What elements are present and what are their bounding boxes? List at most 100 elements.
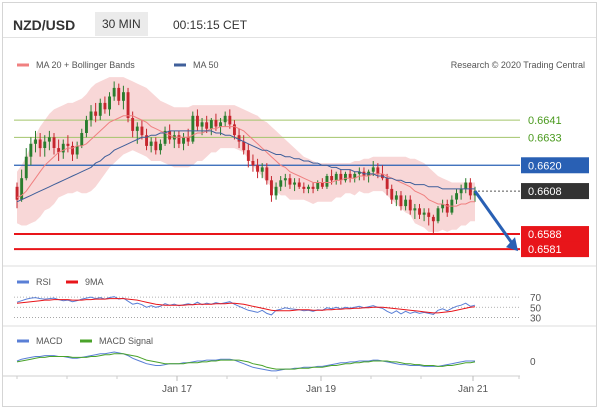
clock-label: 00:15:15 CET: [173, 18, 248, 32]
bollinger-band-area: [17, 77, 475, 232]
candle-body-69: [334, 173, 338, 181]
candle-body-64: [311, 186, 315, 189]
rsi-tick-70: 70: [530, 293, 542, 304]
candle-body-26: [135, 126, 139, 131]
candle-body-1: [20, 178, 24, 200]
candle-body-47: [233, 124, 236, 136]
macd-signal-legend-label: MACD Signal: [99, 336, 153, 346]
rsi-tick-50: 50: [530, 303, 542, 314]
rsi-lines: [16, 296, 476, 316]
candle-body-72: [348, 173, 352, 179]
candle-body-46: [228, 115, 232, 125]
candle-body-3: [29, 143, 33, 157]
candle-body-32: [163, 130, 167, 144]
rsi-legend-label: RSI: [36, 277, 51, 287]
moving-averages: [16, 115, 475, 207]
candle-body-5: [38, 139, 42, 149]
candle-body-31: [159, 143, 162, 151]
macd-tick-0: 0: [530, 357, 536, 368]
candle-body-78: [376, 167, 380, 174]
candle-body-97: [464, 182, 468, 189]
pivot-label-box-2: [521, 157, 589, 174]
candle-body-83: [399, 195, 403, 207]
macd-lines: [16, 351, 476, 372]
rsi-tick-30: 30: [530, 313, 542, 324]
macd-tick-labels: 0: [530, 357, 536, 368]
support-label-box-5: [521, 241, 589, 258]
candle-body-70: [339, 173, 343, 181]
candle-body-13: [75, 145, 79, 155]
candle-body-39: [196, 115, 199, 127]
candle-body-54: [265, 167, 269, 181]
ma9-legend-label: 9MA: [85, 277, 104, 287]
candle-body-44: [219, 122, 222, 127]
candle-body-80: [385, 178, 389, 189]
candle-body-45: [223, 115, 227, 123]
candle-body-25: [131, 118, 135, 131]
candle-body-92: [441, 204, 445, 209]
candle-body-43: [214, 120, 218, 127]
rsi-line: [16, 296, 476, 316]
candle-body-23: [122, 92, 125, 101]
candle-body-30: [154, 141, 158, 151]
candle-body-7: [47, 137, 51, 142]
support-label-box-4: [521, 226, 589, 243]
candle-body-71: [344, 173, 347, 181]
candle-body-48: [237, 135, 241, 142]
candle-body-20: [108, 96, 111, 110]
main-legend: MA 20 + Bollinger Bands MA 50 Research ©…: [17, 60, 585, 70]
candle-body-62: [302, 186, 306, 189]
candle-body-18: [98, 102, 102, 116]
timeframe-button[interactable]: 30 MIN: [95, 12, 148, 36]
ma20-legend-label: MA 20 + Bollinger Bands: [36, 60, 135, 70]
candle-body-15: [85, 120, 88, 133]
candle-body-27: [140, 126, 144, 136]
macd-legend: MACD MACD Signal: [17, 336, 153, 346]
x-tick-label-0: Jan 17: [162, 384, 192, 395]
candle-body-77: [371, 167, 375, 172]
candle-body-87: [418, 208, 421, 215]
x-tick-label-2: Jan 21: [458, 384, 488, 395]
candle-body-74: [357, 171, 361, 174]
candle-body-2: [24, 156, 28, 179]
x-axis-ticks: Jan 17 Jan 19 Jan 21: [16, 376, 520, 395]
candle-body-67: [325, 176, 329, 187]
candle-body-6: [43, 141, 47, 148]
candle-body-73: [353, 173, 357, 179]
candle-body-9: [57, 148, 61, 153]
candle-body-93: [445, 204, 449, 213]
ma50-line: [16, 130, 475, 203]
candle-body-55: [270, 180, 273, 196]
support-label-5: 0.6581: [528, 244, 562, 256]
forecast-arrow-shaft: [473, 190, 514, 244]
candle-body-4: [34, 139, 37, 144]
candle-body-96: [459, 188, 463, 194]
candle-body-90: [431, 216, 435, 222]
candle-body-60: [293, 182, 296, 185]
candle-body-12: [71, 145, 74, 155]
candle-body-68: [330, 176, 334, 181]
candle-body-63: [307, 186, 310, 189]
candle-body-85: [408, 199, 412, 211]
candle-body-88: [422, 212, 426, 215]
candle-body-36: [182, 137, 185, 144]
candles: [15, 81, 477, 235]
forecast-arrow-head: [506, 237, 518, 252]
candle-body-81: [390, 188, 394, 200]
macd-line: [16, 351, 475, 372]
candle-body-35: [177, 135, 181, 144]
candle-body-28: [145, 135, 148, 146]
candle-body-53: [260, 167, 264, 172]
symbol-label: NZD/USD: [13, 17, 76, 33]
candle-body-17: [94, 111, 98, 116]
candle-body-95: [455, 193, 458, 200]
candle-body-16: [89, 111, 93, 121]
last-label-box-3: [521, 183, 589, 200]
candle-body-11: [66, 143, 70, 146]
candle-body-29: [149, 141, 153, 146]
candle-body-21: [112, 87, 116, 97]
candle-body-56: [274, 186, 278, 196]
candle-body-37: [186, 137, 190, 142]
